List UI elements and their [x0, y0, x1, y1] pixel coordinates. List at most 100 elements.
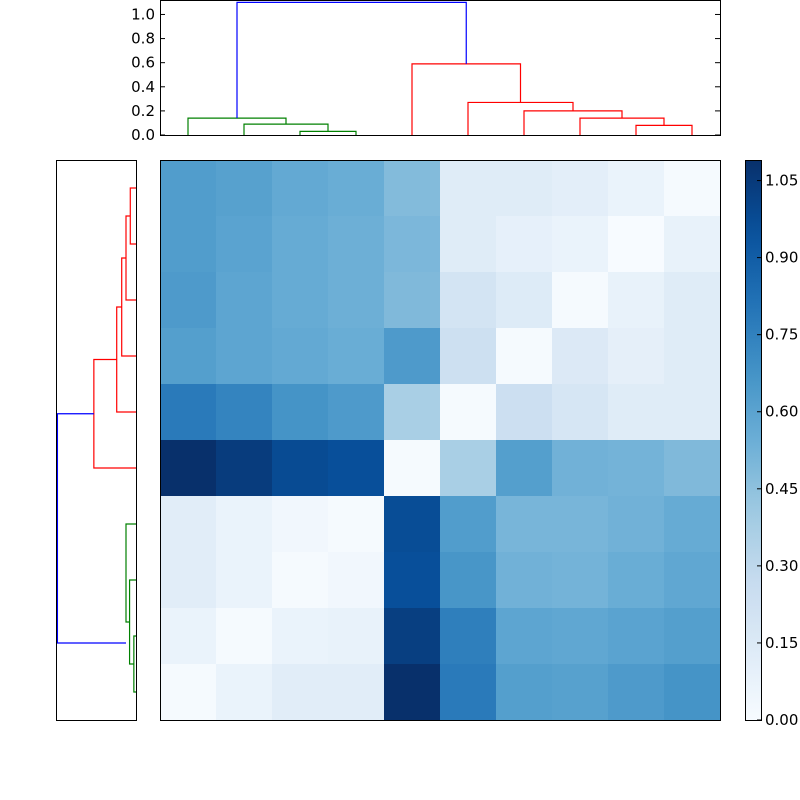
heatmap-cell — [216, 552, 273, 609]
heatmap-cell — [664, 272, 721, 329]
heatmap-cell — [328, 328, 385, 385]
left-dendrogram-link — [56, 413, 126, 644]
top-dendrogram-link — [243, 123, 329, 135]
heatmap-cell — [216, 440, 273, 497]
colorbar-tick-label: 0.75 — [765, 326, 798, 344]
heatmap-cell — [160, 384, 217, 441]
left-dendrogram-link — [128, 579, 136, 665]
heatmap-cell — [384, 608, 441, 665]
heatmap-cell — [216, 608, 273, 665]
heatmap-cell — [440, 384, 497, 441]
heatmap-cell — [272, 552, 329, 609]
heatmap-cell — [160, 272, 217, 329]
heatmap-cell — [384, 552, 441, 609]
top-dendrogram-ytick-label: 0.2 — [131, 102, 155, 120]
heatmap-cell — [664, 384, 721, 441]
heatmap-cell — [328, 496, 385, 553]
heatmap-cell — [440, 328, 497, 385]
colorbar-tick-label: 0.60 — [765, 403, 798, 421]
heatmap-cell — [216, 384, 273, 441]
heatmap-cell — [272, 440, 329, 497]
heatmap-cell — [664, 496, 721, 553]
left-dendrogram-link — [93, 358, 136, 469]
heatmap-cell — [384, 160, 441, 217]
colorbar-tick-label: 0.00 — [765, 711, 798, 729]
heatmap-cell — [216, 216, 273, 273]
left-dendrogram — [56, 160, 137, 721]
heatmap-cell — [216, 160, 273, 217]
left-dendrogram-link — [129, 187, 136, 245]
heatmap-cell — [608, 384, 665, 441]
heatmap-cell — [664, 440, 721, 497]
heatmap-cell — [496, 160, 553, 217]
heatmap-cell — [160, 216, 217, 273]
heatmap-cell — [608, 552, 665, 609]
heatmap-cell — [160, 608, 217, 665]
heatmap-cell — [160, 160, 217, 217]
heatmap-cell — [608, 160, 665, 217]
left-dendrogram-link — [116, 306, 136, 413]
heatmap-cell — [160, 664, 217, 721]
heatmap-cell — [664, 552, 721, 609]
heatmap-cell — [272, 216, 329, 273]
left-dendrogram-link — [121, 257, 136, 357]
top-dendrogram-link — [187, 117, 287, 135]
top-dendrogram-frame — [160, 0, 721, 136]
heatmap-cell — [440, 272, 497, 329]
heatmap-cell — [664, 328, 721, 385]
heatmap-cell — [328, 216, 385, 273]
heatmap-cell — [160, 328, 217, 385]
heatmap-cell — [440, 552, 497, 609]
heatmap-cell — [496, 440, 553, 497]
heatmap-cell — [440, 160, 497, 217]
heatmap-cell — [664, 664, 721, 721]
heatmap-cell — [496, 272, 553, 329]
colorbar: 0.00 0.15 0.30 0.45 0.60 0.75 0.90 1.05 — [745, 160, 798, 729]
heatmap-cell — [552, 496, 609, 553]
heatmap-cell — [552, 440, 609, 497]
heatmap-cell — [496, 384, 553, 441]
heatmap-cell — [384, 216, 441, 273]
heatmap-cell — [552, 552, 609, 609]
heatmap-cell — [608, 440, 665, 497]
colorbar-tick-label: 0.45 — [765, 480, 798, 498]
heatmap-cell — [552, 216, 609, 273]
heatmap-cell — [552, 328, 609, 385]
heatmap-cell — [384, 384, 441, 441]
heatmap-cell — [272, 160, 329, 217]
left-dendrogram-link — [125, 523, 136, 623]
heatmap-cell — [272, 384, 329, 441]
colorbar-tick-label: 0.90 — [765, 249, 798, 267]
heatmap-cell — [552, 384, 609, 441]
heatmap-cell — [328, 440, 385, 497]
heatmap-cell — [328, 160, 385, 217]
colorbar-frame — [745, 160, 762, 721]
heatmap-cell — [608, 272, 665, 329]
heatmap-cell — [440, 496, 497, 553]
heatmap-cell — [160, 440, 217, 497]
top-dendrogram-link — [579, 117, 665, 135]
heatmap-cell — [328, 552, 385, 609]
left-dendrogram-frame — [56, 160, 137, 721]
heatmap-cell — [552, 160, 609, 217]
top-dendrogram-link — [467, 101, 574, 135]
top-dendrogram-ytick-label: 0.0 — [131, 126, 155, 144]
heatmap-cell — [496, 496, 553, 553]
heatmap-cell — [608, 608, 665, 665]
heatmap-cell — [608, 216, 665, 273]
heatmap-cell — [384, 664, 441, 721]
heatmap-cell — [664, 608, 721, 665]
heatmap-cell — [328, 272, 385, 329]
heatmap-cell — [608, 328, 665, 385]
heatmap-frame — [160, 160, 721, 721]
heatmap-cell — [272, 328, 329, 385]
colorbar-tick-label: 0.30 — [765, 557, 798, 575]
top-dendrogram-ytick-label: 1.0 — [131, 5, 155, 23]
heatmap-cell — [216, 328, 273, 385]
top-dendrogram: 0.0 0.2 0.4 0.6 0.8 1.0 — [131, 0, 721, 144]
heatmap-cell — [272, 664, 329, 721]
top-dendrogram-ytick-label: 0.8 — [131, 30, 155, 48]
heatmap-cell — [496, 216, 553, 273]
heatmap-cell — [496, 664, 553, 721]
heatmap-cell — [216, 272, 273, 329]
